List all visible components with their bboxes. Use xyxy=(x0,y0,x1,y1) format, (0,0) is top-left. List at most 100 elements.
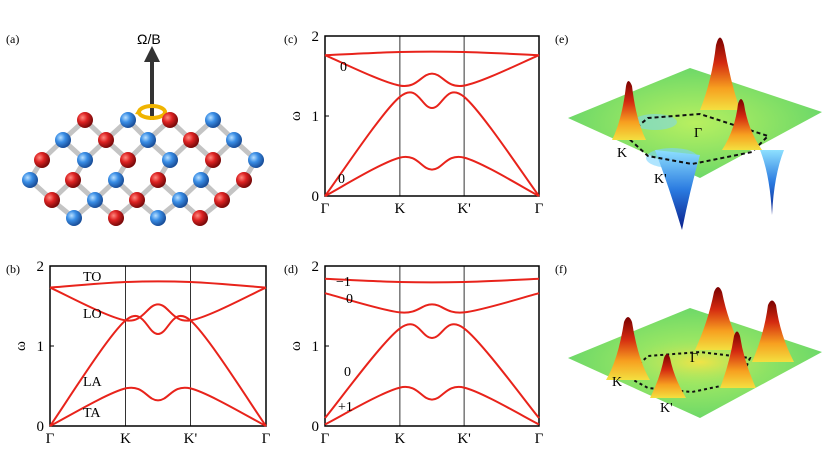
atom-red xyxy=(120,152,136,168)
panel-label-d: (d) xyxy=(284,262,298,276)
panel-label-a: (a) xyxy=(6,32,20,46)
x-tick-label: K' xyxy=(457,201,471,217)
peak-f-5 xyxy=(650,354,686,398)
band-plot-d: 0 1 2 ω Γ K K' Γ xyxy=(288,259,544,447)
y-tick-label: 2 xyxy=(37,259,45,275)
atom-blue xyxy=(162,152,178,168)
panel-label-e: (e) xyxy=(555,32,569,46)
rotation-arrow-icon xyxy=(135,108,142,115)
atom-red xyxy=(192,210,208,226)
lattice-atoms xyxy=(22,112,264,226)
x-tick-label: Γ xyxy=(535,201,544,217)
y-axis-label: ω xyxy=(13,341,29,351)
band-plot-c: 0 1 2 ω Γ K K' Γ xyxy=(288,29,544,217)
atom-blue xyxy=(120,112,136,128)
panel-label-b: (b) xyxy=(6,262,20,276)
x-tick-label: Γ xyxy=(46,431,55,447)
field-arrow-head xyxy=(144,46,160,62)
y-tick-label: 0 xyxy=(312,189,320,205)
y-tick-label: 1 xyxy=(312,339,320,355)
band-curve xyxy=(49,386,267,427)
atom-blue xyxy=(226,132,242,148)
x-tick-label: K' xyxy=(457,431,471,447)
atom-red xyxy=(77,112,93,128)
y-tick-label: 0 xyxy=(37,419,45,435)
x-tick-label: Γ xyxy=(535,431,544,447)
band-curve xyxy=(324,91,540,197)
x-tick-label: K xyxy=(394,431,405,447)
point-label-e-kprime: K' xyxy=(654,172,667,187)
atom-red xyxy=(34,152,50,168)
atom-blue xyxy=(140,132,156,148)
atom-red xyxy=(236,172,252,188)
atom-red xyxy=(183,132,199,148)
y-tick-label: 0 xyxy=(312,419,320,435)
atom-blue xyxy=(150,210,166,226)
panel-a-lattice: Ω/B xyxy=(22,31,264,226)
atom-blue xyxy=(87,192,103,208)
atom-blue xyxy=(108,172,124,188)
dip-e-2 xyxy=(655,150,700,230)
band-curve xyxy=(49,315,267,427)
plot-frame xyxy=(324,35,540,197)
band-label-ta: TA xyxy=(83,406,101,421)
atom-red xyxy=(98,132,114,148)
band-curve xyxy=(324,292,540,314)
plot-frame xyxy=(324,265,540,427)
bz-hexagon-e xyxy=(624,112,770,166)
band-curve xyxy=(324,385,540,426)
atom-blue xyxy=(248,152,264,168)
peak-e-3 xyxy=(722,99,762,150)
band-label-d-2: 0 xyxy=(346,292,353,307)
x-tick-label: Γ xyxy=(321,201,330,217)
point-label-f-kprime: K' xyxy=(660,401,673,416)
band-labels-b: TO LO LA TA xyxy=(83,270,103,421)
peak-f-3 xyxy=(752,300,794,362)
band-label-c-bottom: 0 xyxy=(338,172,345,187)
point-label-f-gamma: Γ xyxy=(690,351,698,366)
atom-blue xyxy=(22,172,38,188)
point-label-e-k: K xyxy=(617,146,627,161)
peak-f-4 xyxy=(720,331,756,388)
atom-red xyxy=(65,172,81,188)
atom-blue xyxy=(66,210,82,226)
y-tick-label: 1 xyxy=(37,339,45,355)
y-tick-label: 1 xyxy=(312,109,320,125)
panel-label-f: (f) xyxy=(555,262,567,276)
panel-e-surface: K Γ K' xyxy=(568,37,822,230)
atom-blue xyxy=(205,112,221,128)
atom-red xyxy=(129,192,145,208)
band-curve xyxy=(324,50,540,57)
atom-red xyxy=(44,192,60,208)
y-axis-label: ω xyxy=(288,111,304,121)
x-tick-label: Γ xyxy=(321,431,330,447)
atom-red xyxy=(214,192,230,208)
panel-label-c: (c) xyxy=(284,32,298,46)
band-label-la: LA xyxy=(83,375,103,390)
band-curve xyxy=(49,280,267,289)
band-curve xyxy=(49,286,267,322)
peak-e-2 xyxy=(700,37,740,110)
band-label-c-top: 0 xyxy=(340,60,347,75)
band-label-lo: LO xyxy=(83,307,102,322)
atom-red xyxy=(162,112,178,128)
field-label: Ω/B xyxy=(137,31,161,47)
band-curve xyxy=(324,277,540,284)
x-tick-label: K xyxy=(394,201,405,217)
atom-red xyxy=(205,152,221,168)
band-label-d-1: −1 xyxy=(336,275,351,290)
y-axis-label: ω xyxy=(288,341,304,351)
band-curve xyxy=(324,54,540,87)
atom-red xyxy=(150,172,166,188)
x-tick-label: Γ xyxy=(262,431,271,447)
peak-f-1 xyxy=(606,317,650,380)
y-tick-label: 2 xyxy=(312,29,320,45)
atom-blue xyxy=(172,192,188,208)
peak-e-1 xyxy=(612,81,646,140)
band-label-to: TO xyxy=(83,270,101,285)
band-plot-b: 0 1 2 ω Γ K K' Γ xyxy=(13,259,271,447)
atom-blue xyxy=(77,152,93,168)
band-labels-d: −1 0 0 +1 xyxy=(336,275,353,415)
x-tick-label: K' xyxy=(184,431,198,447)
